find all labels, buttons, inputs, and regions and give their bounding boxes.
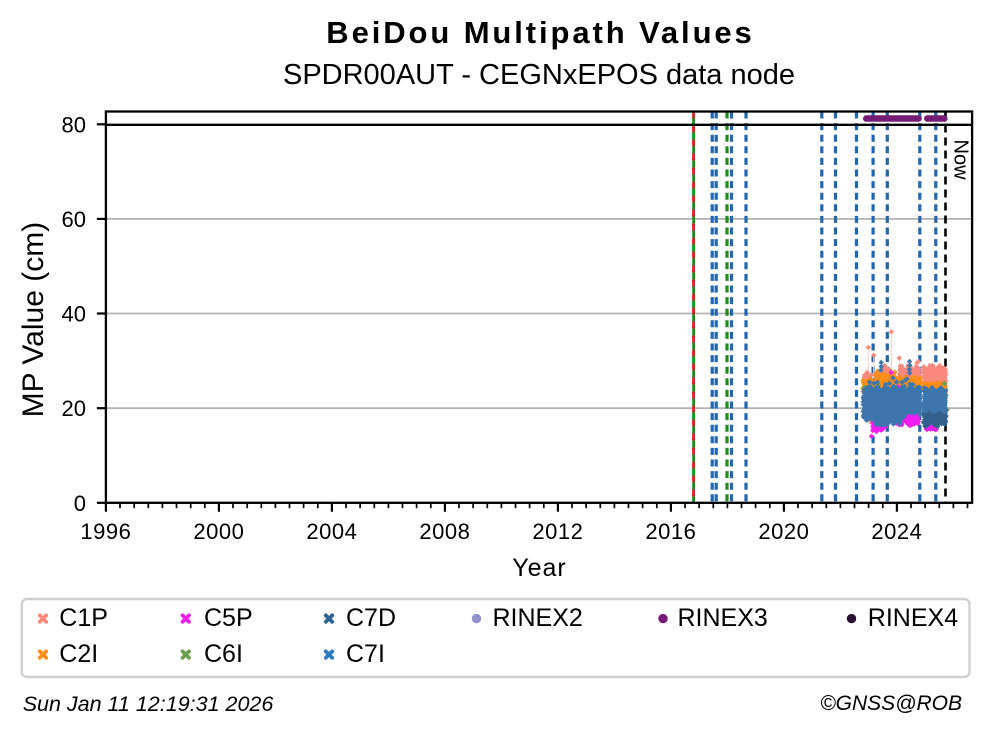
svg-text:60: 60 (62, 207, 86, 232)
svg-text:2016: 2016 (645, 519, 696, 544)
svg-text:Sun Jan 11 12:19:31 2026: Sun Jan 11 12:19:31 2026 (23, 692, 274, 716)
svg-text:RINEX3: RINEX3 (678, 604, 768, 632)
svg-text:20: 20 (62, 396, 86, 421)
svg-text:C7I: C7I (346, 640, 385, 668)
svg-text:C5P: C5P (204, 604, 253, 632)
svg-text:1996: 1996 (80, 519, 131, 544)
svg-text:©GNSS@ROB: ©GNSS@ROB (820, 692, 962, 715)
svg-text:C1P: C1P (59, 604, 108, 632)
svg-text:Year: Year (512, 554, 567, 582)
svg-text:MP Value (cm): MP Value (cm) (17, 222, 50, 418)
svg-text:C6I: C6I (204, 640, 243, 668)
svg-text:BeiDou Multipath Values: BeiDou Multipath Values (326, 15, 754, 50)
svg-text:80: 80 (62, 112, 86, 137)
svg-text:2020: 2020 (758, 519, 809, 544)
svg-text:0: 0 (74, 491, 86, 516)
svg-text:Now: Now (950, 140, 972, 181)
svg-text:RINEX4: RINEX4 (868, 604, 958, 632)
svg-text:40: 40 (62, 302, 86, 327)
svg-text:2024: 2024 (871, 519, 922, 544)
svg-text:2000: 2000 (193, 519, 244, 544)
svg-text:C7D: C7D (346, 604, 396, 632)
svg-text:RINEX2: RINEX2 (493, 604, 583, 632)
svg-text:2012: 2012 (532, 519, 583, 544)
svg-text:SPDR00AUT - CEGNxEPOS data nod: SPDR00AUT - CEGNxEPOS data node (283, 59, 795, 91)
svg-text:C2I: C2I (59, 640, 98, 668)
svg-text:2008: 2008 (419, 519, 470, 544)
svg-text:2004: 2004 (306, 519, 357, 544)
